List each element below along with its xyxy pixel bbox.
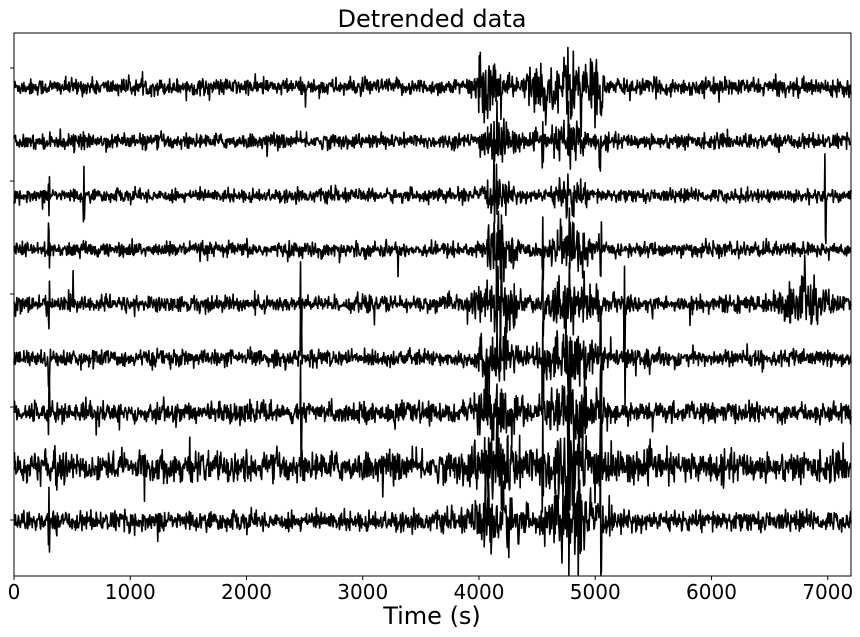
x-ticks: 0 1000 2000 3000 4000 5000 6000 7000 — [8, 576, 853, 604]
plot-frame — [13, 32, 852, 577]
traces-layer — [13, 46, 852, 576]
trace-8 — [13, 388, 852, 519]
x-tick-label-0: 0 — [8, 580, 21, 604]
trace-7 — [13, 336, 852, 472]
x-tick-label-6000: 6000 — [686, 580, 737, 604]
x-tick-label-7000: 7000 — [802, 580, 853, 604]
x-tick-label-1000: 1000 — [105, 580, 156, 604]
trace-9 — [13, 433, 852, 576]
trace-1 — [13, 46, 852, 138]
y-ticks — [10, 67, 14, 521]
x-tick-label-3000: 3000 — [337, 580, 388, 604]
trace-3 — [13, 148, 852, 245]
x-axis-label: Time (s) — [382, 602, 481, 630]
trace-4 — [13, 207, 852, 283]
x-tick-label-5000: 5000 — [570, 580, 621, 604]
trace-6 — [13, 305, 852, 425]
trace-5 — [13, 214, 852, 370]
chart-title: Detrended data — [338, 5, 527, 33]
x-tick-label-2000: 2000 — [221, 580, 272, 604]
trace-2 — [13, 100, 852, 172]
x-tick-label-4000: 4000 — [454, 580, 505, 604]
